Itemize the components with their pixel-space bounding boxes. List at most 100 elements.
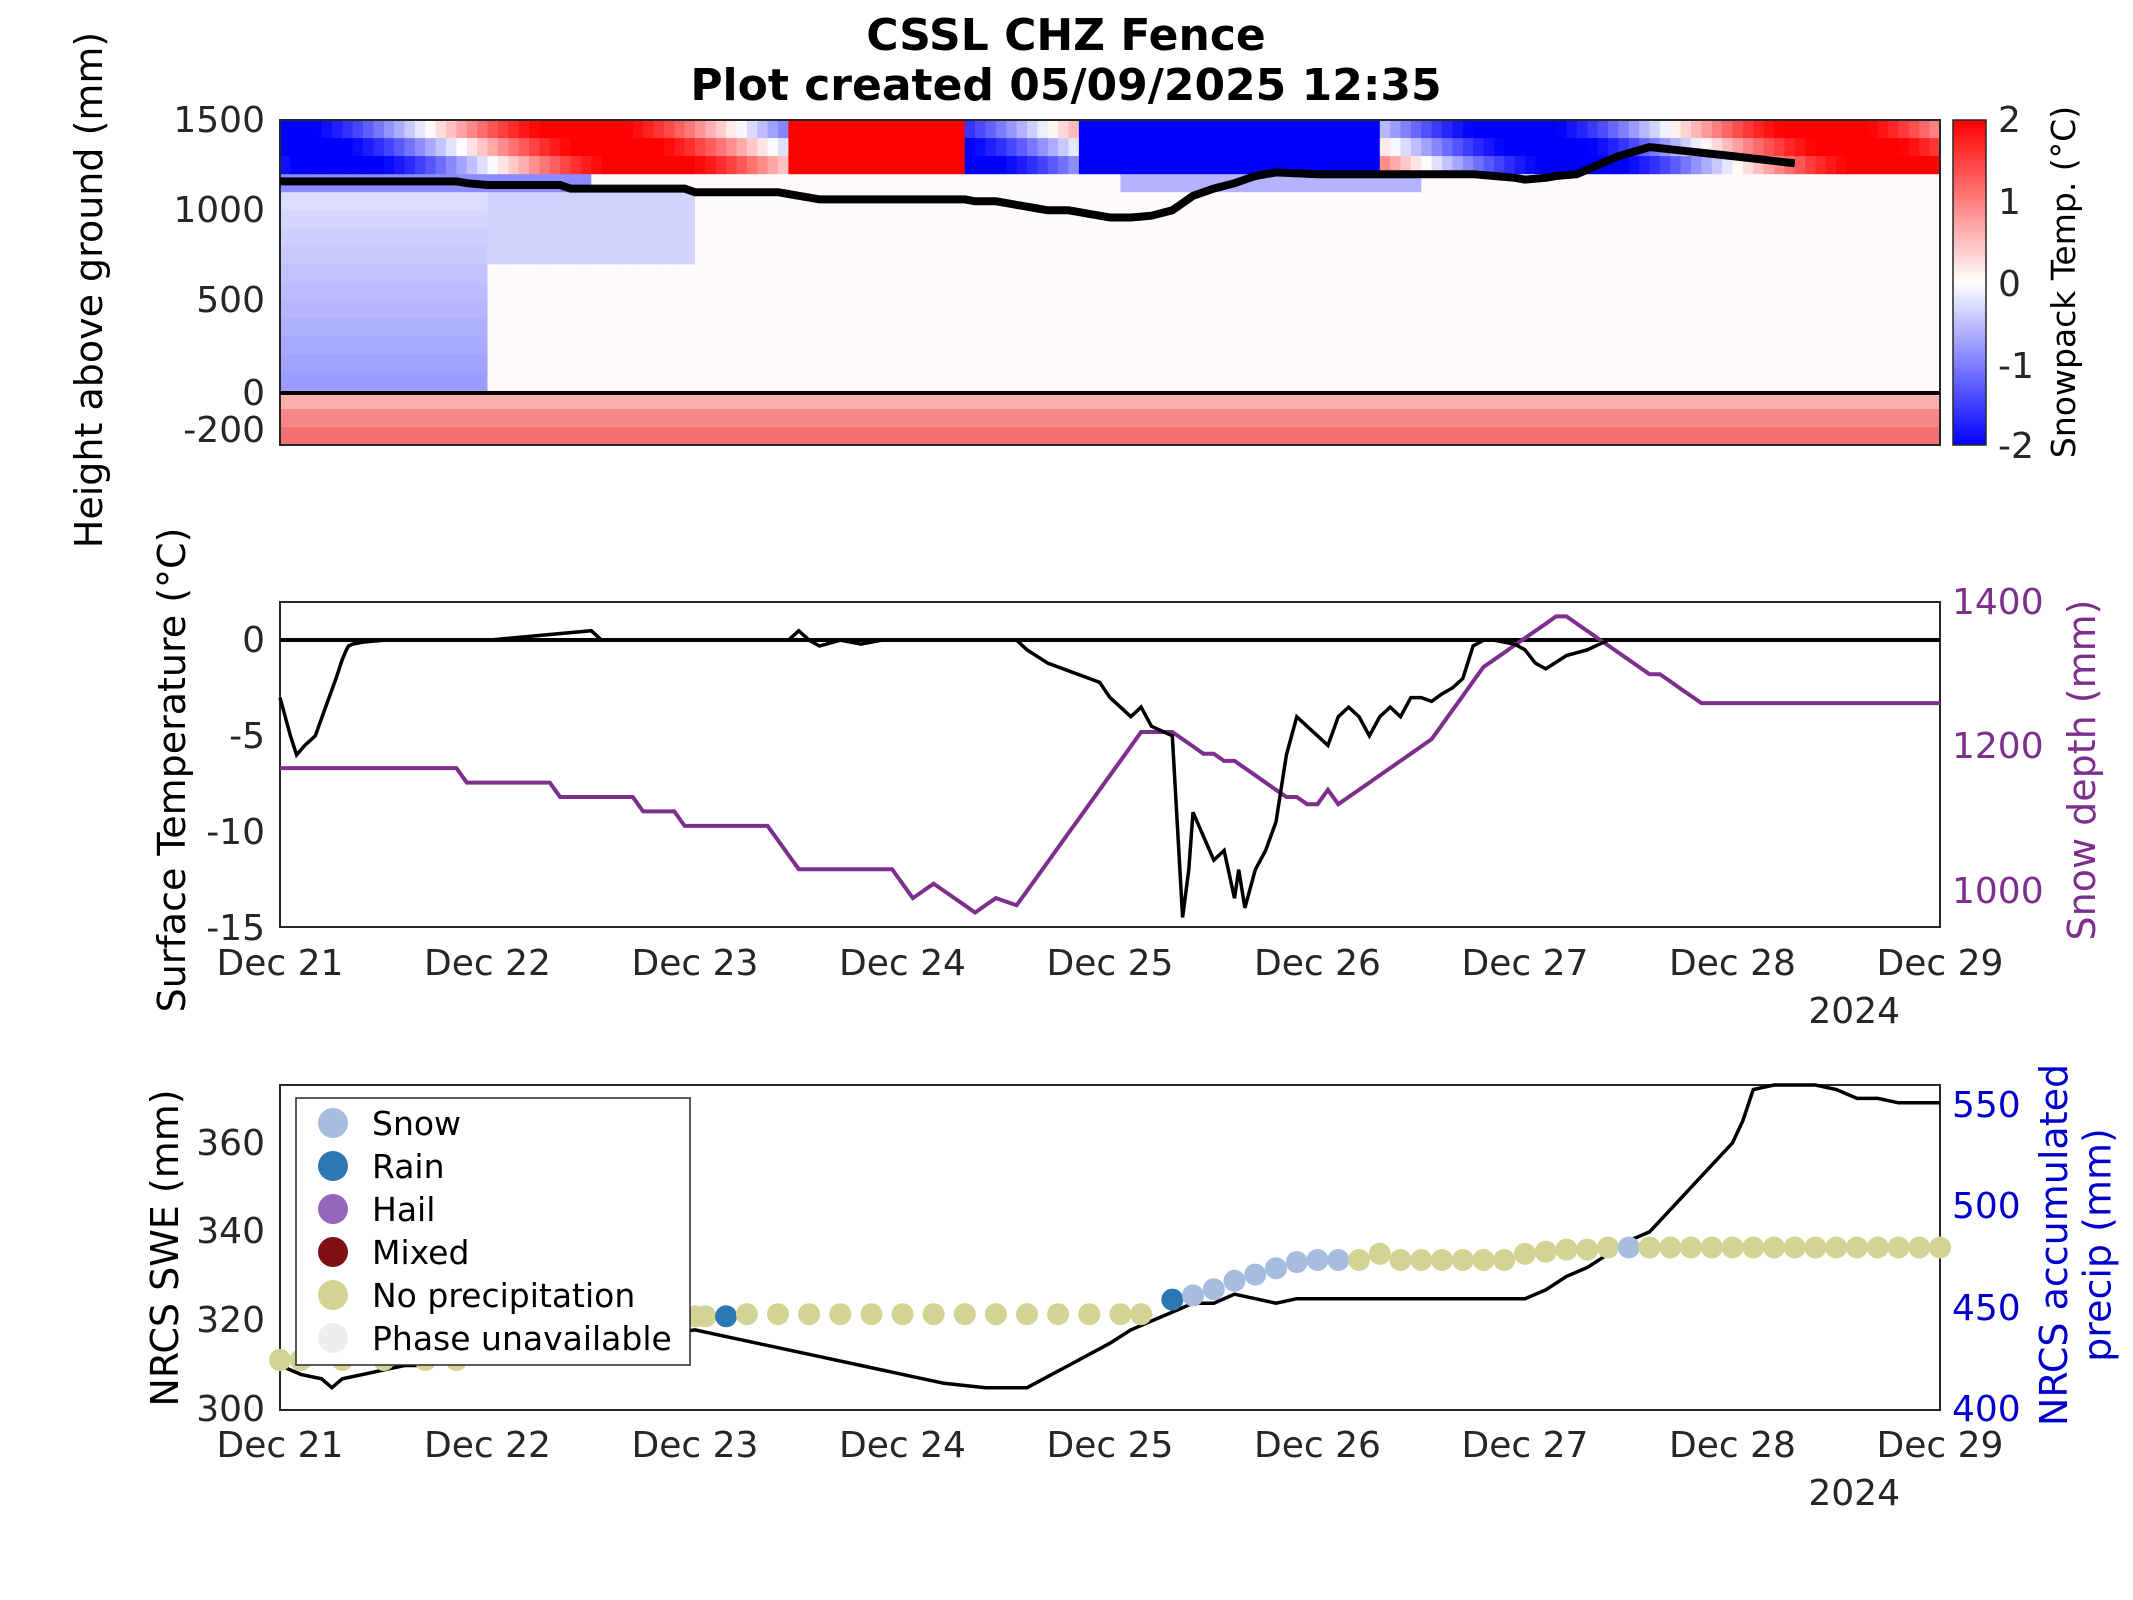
heatmap-cell <box>1888 156 1900 175</box>
heatmap-cell <box>1566 300 1578 320</box>
heatmap-cell <box>757 336 769 356</box>
heatmap-cell <box>1888 174 1900 193</box>
heatmap-cell <box>1265 192 1277 211</box>
heatmap-cell <box>778 300 789 320</box>
heatmap-cell <box>1296 318 1308 338</box>
legend-swatch <box>318 1323 348 1353</box>
heatmap-cell <box>1058 228 1070 247</box>
heatmap-cell <box>1825 174 1837 193</box>
heatmap-cell <box>570 120 582 139</box>
heatmap-cell <box>726 210 738 229</box>
heatmap-cell <box>840 354 852 374</box>
heatmap-cell <box>798 174 810 193</box>
heatmap-cell <box>1877 300 1889 320</box>
heatmap-cell <box>850 300 862 320</box>
precip-point <box>1472 1249 1495 1271</box>
heatmap-cell <box>446 192 457 211</box>
precip-point <box>1617 1236 1640 1259</box>
heatmap-cell <box>1483 210 1495 229</box>
heatmap-cell <box>840 372 852 392</box>
heatmap-cell <box>1006 120 1018 139</box>
heatmap-cell <box>1670 120 1682 139</box>
heatmap-cell <box>539 282 551 302</box>
heatmap-cell <box>1639 228 1651 247</box>
heatmap-cell <box>1078 210 1090 229</box>
heatmap-cell <box>881 264 893 284</box>
heatmap-cell <box>1525 192 1536 211</box>
precip-point <box>1659 1236 1682 1259</box>
heatmap-cell <box>1919 138 1931 157</box>
heatmap-cell <box>1722 372 1734 392</box>
heatmap-cell <box>1359 228 1370 247</box>
heatmap-cell <box>902 156 914 175</box>
heatmap-cell <box>580 354 592 374</box>
heatmap-cell <box>912 318 924 338</box>
heatmap-cell <box>518 138 530 157</box>
heatmap-cell <box>352 210 364 229</box>
heatmap-cell <box>425 300 437 320</box>
heatmap-cell <box>466 300 478 320</box>
heatmap-cell <box>363 156 374 175</box>
heatmap-cell <box>1857 138 1868 157</box>
heatmap-cell <box>1369 192 1381 211</box>
heatmap-cell <box>394 246 406 266</box>
heatmap-cell <box>1359 318 1370 338</box>
heatmap-cell <box>1825 192 1837 211</box>
heatmap-cell <box>1410 372 1422 392</box>
heatmap-cell <box>435 138 447 157</box>
heatmap-cell <box>1006 372 1018 392</box>
heatmap-cell <box>1701 336 1713 356</box>
heatmap-cell <box>622 192 634 211</box>
heatmap-cell <box>1618 228 1630 247</box>
precip-point <box>1451 1249 1474 1271</box>
heatmap-cell <box>1774 246 1785 266</box>
heatmap-cell <box>1452 228 1464 247</box>
heatmap-cell <box>1535 192 1547 211</box>
heatmap-cell <box>643 228 655 247</box>
heatmap-cell <box>1120 192 1132 211</box>
p2-ytick-minus10: -10 <box>206 812 265 853</box>
heatmap-cell <box>342 246 354 266</box>
heatmap-cell <box>1161 372 1173 392</box>
heatmap-cell <box>798 336 810 356</box>
heatmap-cell <box>1825 336 1837 356</box>
heatmap-cell <box>1047 228 1059 247</box>
heatmap-cell <box>331 192 343 211</box>
heatmap-cell <box>601 282 613 302</box>
heatmap-cell <box>674 318 686 338</box>
heatmap-cell <box>1618 120 1630 139</box>
heatmap-cell <box>1691 354 1702 374</box>
heatmap-cell <box>1701 174 1713 193</box>
heatmap-cell <box>1898 156 1910 175</box>
heatmap-cell <box>342 138 354 157</box>
heatmap-cell <box>466 354 478 374</box>
heatmap-cell <box>1732 282 1744 302</box>
heatmap-cell <box>280 228 291 247</box>
heatmap-cell <box>331 372 343 392</box>
heatmap-cell <box>1742 174 1754 193</box>
heatmap-cell <box>1722 336 1734 356</box>
heatmap-cell <box>975 264 987 284</box>
heatmap-cell <box>1473 138 1485 157</box>
heatmap-cell <box>1836 156 1848 175</box>
heatmap-cell <box>1224 228 1236 247</box>
heatmap-cell <box>1535 336 1547 356</box>
heatmap-cell <box>1670 354 1682 374</box>
heatmap-cell <box>1545 372 1557 392</box>
heatmap-cell <box>342 120 354 139</box>
heatmap-cell <box>1691 336 1702 356</box>
heatmap-cell <box>788 174 800 193</box>
heatmap-cell <box>829 246 841 266</box>
heatmap-cell <box>1504 264 1516 284</box>
heatmap-cell <box>1307 192 1319 211</box>
heatmap-cell <box>643 264 655 284</box>
heatmap-cell <box>1597 192 1609 211</box>
heatmap-cell <box>1286 372 1298 392</box>
heatmap-cell <box>1846 354 1858 374</box>
heatmap-cell <box>456 246 468 266</box>
heatmap-cell <box>1846 192 1858 211</box>
heatmap-cell <box>1151 246 1163 266</box>
heatmap-cell <box>280 336 291 356</box>
heatmap-cell <box>1628 156 1640 175</box>
